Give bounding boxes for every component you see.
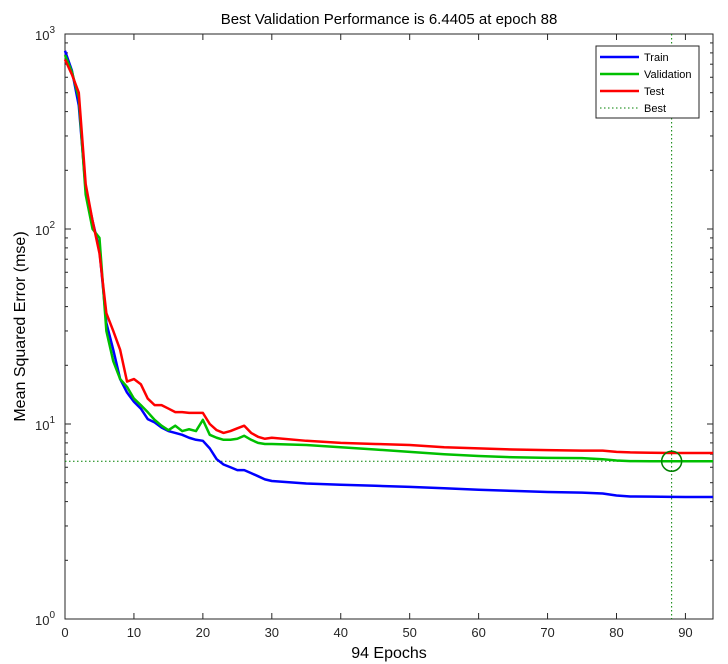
- x-tick-label: 80: [609, 625, 623, 640]
- y-tick-label: 100: [35, 610, 55, 628]
- y-tick-label: 101: [35, 415, 55, 433]
- x-tick-label: 20: [196, 625, 210, 640]
- x-tick-label: 0: [61, 625, 68, 640]
- best-point-marker: [660, 450, 683, 473]
- chart-title: Best Validation Performance is 6.4405 at…: [221, 11, 558, 28]
- x-tick-label: 60: [471, 625, 485, 640]
- series-lines: [63, 50, 713, 499]
- y-tick-label: 103: [35, 25, 55, 43]
- x-tick-label: 90: [678, 625, 692, 640]
- series-line-train: [63, 50, 713, 499]
- series-line-test: [63, 58, 713, 455]
- plot-area: [64, 33, 714, 620]
- series-line-validation: [63, 54, 713, 463]
- y-tick-base: 10: [35, 28, 49, 43]
- legend-entry-label: Train: [644, 52, 669, 64]
- y-tick-base: 10: [35, 418, 49, 433]
- best-markers: [65, 34, 713, 619]
- y-tick-exponent: 1: [49, 415, 55, 426]
- x-tick-label: 40: [334, 625, 348, 640]
- legend-entry-label: Best: [644, 103, 666, 115]
- x-axis-title: 94 Epochs: [351, 645, 427, 662]
- y-axis-title: Mean Squared Error (mse): [12, 231, 29, 421]
- legend-entry-label: Validation: [644, 69, 692, 81]
- y-tick-label: 102: [35, 220, 55, 238]
- legend: Train Validation Test Best: [595, 45, 700, 119]
- x-tick-label: 10: [127, 625, 141, 640]
- x-tick-label: 50: [402, 625, 416, 640]
- x-tick-label: 70: [540, 625, 554, 640]
- y-tick-exponent: 0: [49, 610, 55, 621]
- y-tick-exponent: 2: [49, 220, 55, 231]
- y-tick-exponent: 3: [49, 25, 55, 36]
- y-tick-base: 10: [35, 223, 49, 238]
- legend-entry-label: Test: [644, 86, 664, 98]
- y-tick-base: 10: [35, 613, 49, 628]
- x-tick-label: 30: [265, 625, 279, 640]
